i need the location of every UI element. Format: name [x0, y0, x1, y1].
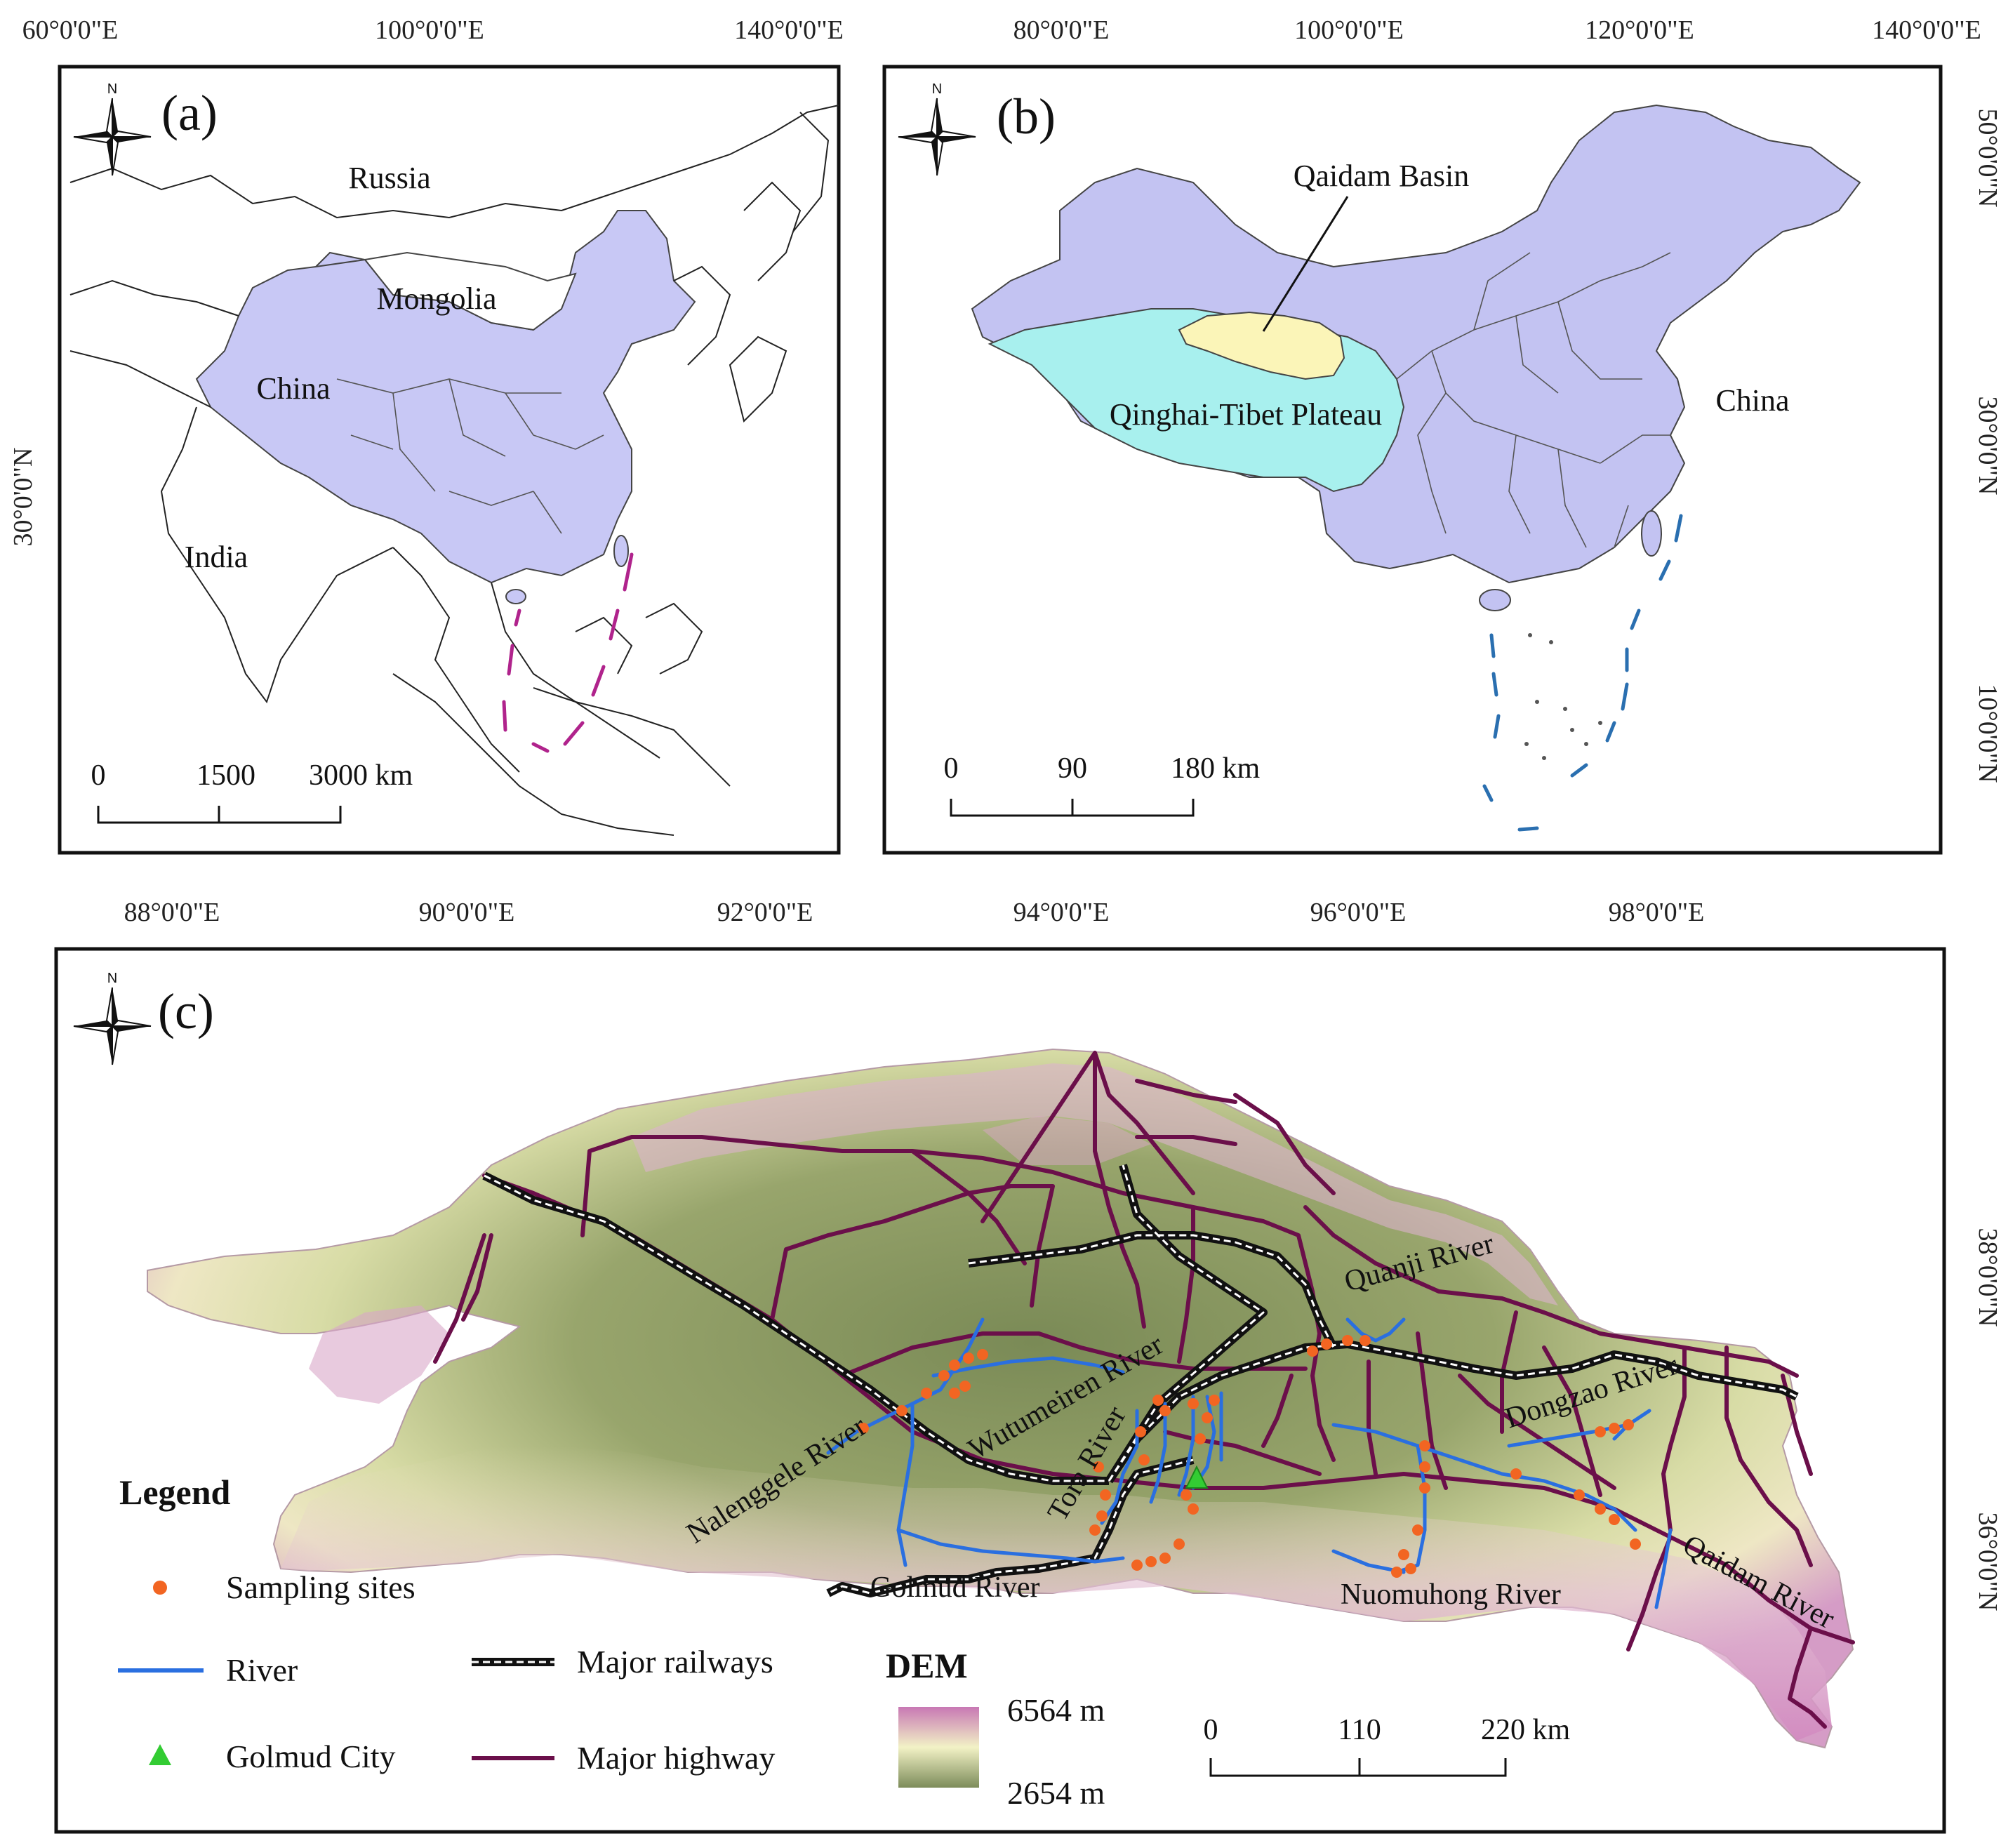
- north-arrow-a: N: [73, 81, 152, 176]
- coord-c-98e: 98°0'0"E: [1609, 898, 1705, 927]
- panel-c-label: (c): [158, 983, 214, 1039]
- place-china-a: China: [256, 371, 330, 406]
- scale-bar-c: 0 110 220 km: [1204, 1714, 1571, 1777]
- russia-outline: [69, 105, 839, 219]
- qaidam-basin-dem: [147, 1048, 1854, 1749]
- legend-title: Legend: [119, 1473, 231, 1512]
- place-russia: Russia: [348, 161, 430, 195]
- panel-b-basemap: [971, 104, 1861, 832]
- coord-a-30n: 30°0'0"N: [8, 448, 38, 547]
- panel-a-label: (a): [161, 85, 218, 141]
- coord-b-80e: 80°0'0"E: [1013, 15, 1110, 45]
- coord-a-140e: 140°0'0"E: [734, 15, 844, 45]
- panel-a: 60°0'0"E 100°0'0"E 140°0'0"E 30°0'0"N: [8, 15, 844, 855]
- place-china-b: China: [1715, 383, 1789, 418]
- river-nuomuhong-line: [1331, 1423, 1637, 1532]
- north-n-a: N: [107, 81, 117, 97]
- coord-b-30n: 30°0'0"N: [1973, 397, 2001, 496]
- panel-b: 80°0'0"E 100°0'0"E 120°0'0"E 140°0'0"E 5…: [882, 15, 2001, 855]
- dash-line-a: [502, 552, 634, 753]
- scale-a-0: 0: [91, 759, 106, 792]
- panel-a-basemap: [69, 105, 839, 836]
- legend-golmud-city: Golmud City: [226, 1739, 396, 1774]
- dem-min-label: 2654 m: [1007, 1775, 1105, 1811]
- river-golmud-line: [896, 1528, 1125, 1564]
- legend-site-symbol: [153, 1581, 167, 1595]
- mongolia-region: [315, 251, 577, 331]
- scale-c-0: 0: [1204, 1714, 1218, 1746]
- panel-b-label: (b): [997, 88, 1056, 145]
- coord-c-90e: 90°0'0"E: [419, 898, 515, 927]
- china-region-b: [971, 104, 1861, 584]
- legend-major-highway: Major highway: [577, 1740, 775, 1776]
- major-highways: [433, 1051, 1855, 1729]
- north-arrow-b: N: [898, 81, 976, 176]
- coord-a-100e: 100°0'0"E: [375, 15, 484, 45]
- place-qaidam-basin: Qaidam Basin: [1294, 159, 1470, 193]
- scale-b-0: 0: [944, 752, 959, 785]
- scale-bar-a: 0 1500 3000 km: [91, 759, 413, 824]
- coord-b-140e: 140°0'0"E: [1872, 15, 1981, 45]
- qaidam-basin-b: [1178, 311, 1345, 380]
- coord-c-88e: 88°0'0"E: [124, 898, 220, 927]
- legend-river: River: [226, 1652, 298, 1688]
- coord-c-94e: 94°0'0"E: [1013, 898, 1110, 927]
- sampling-sites: [858, 1335, 1641, 1578]
- coord-a-60e: 60°0'0"E: [22, 15, 119, 45]
- legend-sampling-sites: Sampling sites: [226, 1569, 416, 1605]
- place-qinghai-tibet: Qinghai-Tibet Plateau: [1110, 397, 1382, 432]
- dash-line-b: [1482, 514, 1683, 832]
- golmud-city-marker: [1185, 1465, 1209, 1489]
- scale-a-3000: 3000 km: [309, 759, 413, 792]
- scale-a-1500: 1500: [197, 759, 255, 792]
- place-india: India: [185, 540, 248, 574]
- scale-b-90: 90: [1058, 752, 1087, 785]
- legend: Legend Sampling sites River Golmud City …: [118, 1473, 775, 1776]
- coord-b-100e: 100°0'0"E: [1294, 15, 1404, 45]
- label-golmud-river: Golmud River: [870, 1571, 1039, 1604]
- coord-b-10n: 10°0'0"N: [1973, 684, 2001, 783]
- dem-legend: DEM 6564 m 2654 m: [886, 1646, 1105, 1811]
- place-mongolia: Mongolia: [376, 281, 496, 316]
- panel-c: 88°0'0"E 90°0'0"E 92°0'0"E 94°0'0"E 96°0…: [54, 898, 2001, 1834]
- scale-c-110: 110: [1338, 1714, 1381, 1746]
- coord-b-120e: 120°0'0"E: [1585, 15, 1694, 45]
- major-railways: [482, 1164, 1799, 1597]
- coord-c-96e: 96°0'0"E: [1310, 898, 1407, 927]
- coord-b-50n: 50°0'0"N: [1973, 109, 2001, 208]
- scale-b-180: 180 km: [1171, 752, 1261, 785]
- north-arrow-c: N: [73, 971, 152, 1065]
- legend-major-railways: Major railways: [577, 1644, 773, 1680]
- coord-c-36n: 36°0'0"N: [1973, 1513, 2001, 1611]
- scale-bar-b: 0 90 180 km: [944, 752, 1261, 817]
- coord-c-38n: 38°0'0"N: [1973, 1228, 2001, 1327]
- dem-max-label: 6564 m: [1007, 1692, 1105, 1728]
- label-nuomuhong-river: Nuomuhong River: [1341, 1578, 1561, 1611]
- north-n-c: N: [107, 971, 117, 986]
- coord-c-92e: 92°0'0"E: [717, 898, 813, 927]
- scale-c-220: 220 km: [1481, 1714, 1571, 1746]
- north-n-b: N: [932, 81, 942, 97]
- qaidam-leader-line: [1262, 196, 1349, 332]
- legend-city-symbol: [149, 1744, 171, 1765]
- dem-title: DEM: [886, 1646, 968, 1685]
- dem-colorbar: [898, 1707, 979, 1788]
